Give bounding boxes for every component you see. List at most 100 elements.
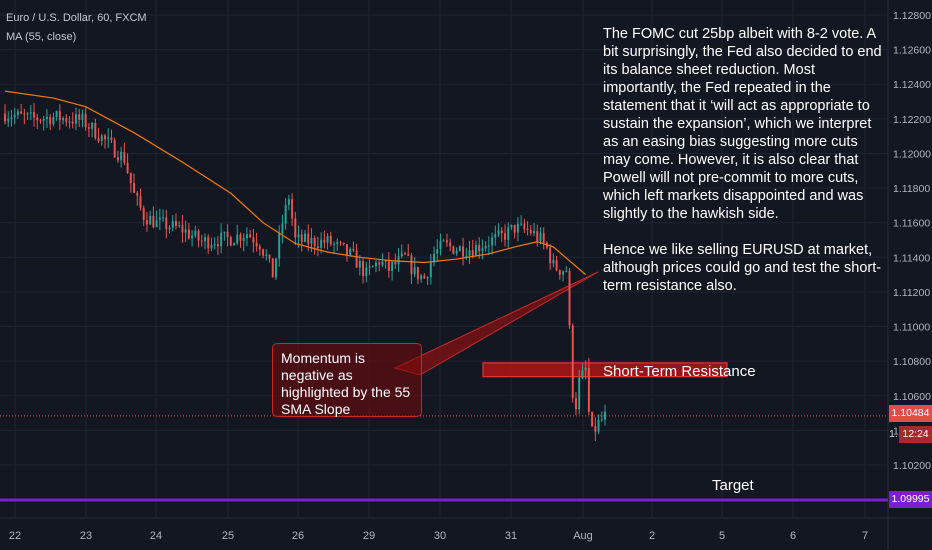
candle-body [71, 121, 74, 124]
y-tick-label: 1.10800 [893, 356, 931, 368]
candle-body [281, 223, 284, 234]
candle-body [126, 162, 129, 173]
partial-price-tag: 1. [889, 428, 898, 440]
target-price-tag: 1.09995 [889, 491, 932, 508]
candle-body [226, 231, 229, 238]
candle-body [494, 234, 497, 238]
candle-body [581, 370, 584, 378]
candle-body [491, 237, 494, 246]
y-tick-label: 1.10200 [893, 460, 931, 472]
candle-body [278, 233, 281, 259]
candle-body [184, 229, 187, 233]
candle-body [365, 267, 368, 277]
resistance-label: Short-Term Resistance [603, 363, 756, 380]
candle-body [107, 137, 110, 140]
candle-body [62, 118, 65, 121]
candle-body [339, 241, 342, 243]
candle-body [84, 113, 87, 128]
candle-body [129, 172, 132, 184]
candle-body [536, 231, 539, 241]
candle-body [97, 138, 100, 141]
candle-body [210, 245, 213, 249]
candle-body [123, 151, 126, 163]
candle-body [181, 225, 184, 233]
candle-body [162, 217, 165, 219]
candle-body [65, 118, 68, 123]
candle-body [304, 233, 306, 242]
candle-body [204, 237, 206, 242]
candle-body [294, 218, 297, 238]
candle-body [555, 260, 558, 271]
candle-body [249, 234, 252, 238]
candle-body [207, 237, 210, 249]
analysis-note: The FOMC cut 25bp albeit with 8-2 vote. … [603, 25, 888, 295]
candle-body [458, 246, 461, 251]
analysis-paragraph-1: The FOMC cut 25bp albeit with 8-2 vote. … [603, 26, 882, 222]
candle-body [371, 266, 374, 268]
candle-body [33, 112, 35, 118]
candle-body [220, 232, 223, 247]
candle-body [300, 234, 303, 242]
candle-body [39, 120, 42, 122]
candle-body [562, 271, 565, 275]
candle-body [368, 266, 371, 268]
candle-body [255, 242, 258, 247]
candle-body [136, 192, 139, 196]
candle-body [394, 262, 397, 265]
candle-body [462, 246, 465, 257]
y-tick-label: 1.12000 [893, 148, 931, 160]
candle-body [333, 243, 335, 245]
candle-body [484, 245, 487, 249]
candle-body [445, 240, 448, 243]
candle-body [36, 117, 39, 121]
countdown-tag: 12:24 [899, 426, 932, 443]
candle-body [539, 233, 542, 241]
candle-body [594, 426, 597, 432]
x-tick-label: 5 [719, 530, 725, 542]
candle-body [455, 250, 458, 254]
candle-body [245, 234, 248, 239]
candle-body [568, 270, 571, 326]
x-tick-label: 29 [363, 530, 375, 542]
ma55-line [4, 90, 587, 276]
candle-body [478, 245, 481, 251]
candle-body [423, 275, 426, 279]
candle-body [200, 240, 203, 242]
candle-body [316, 246, 319, 248]
candle-body [49, 116, 52, 125]
candle-body [504, 233, 506, 240]
candle-body [439, 240, 442, 250]
candle-body [216, 244, 219, 247]
candle-body [149, 215, 152, 225]
x-tick-label: 30 [434, 530, 446, 542]
candle-body [391, 262, 394, 271]
candle-body [500, 230, 503, 234]
candle-body [604, 411, 606, 420]
candle-body [410, 255, 413, 275]
candle-body [100, 135, 103, 141]
candle-body [55, 111, 58, 117]
x-tick-label: Aug [573, 530, 593, 542]
candle-body [104, 135, 106, 140]
candle-body [487, 245, 490, 247]
x-tick-label: 7 [862, 530, 868, 542]
candle-body [236, 234, 239, 244]
candle-body [145, 220, 148, 225]
symbol-legend[interactable]: Euro / U.S. Dollar, 60, FXCM [6, 12, 147, 24]
candle-body [336, 241, 339, 244]
candle-body [4, 113, 6, 122]
y-tick-label: 1.11800 [893, 183, 930, 195]
candle-body [426, 277, 429, 279]
indicator-legend[interactable]: MA (55, close) [6, 31, 77, 43]
candle-body [345, 244, 348, 255]
momentum-callout: Momentum is negative as highlighted by t… [272, 343, 422, 417]
candle-body [297, 234, 300, 238]
candle-body [468, 250, 471, 256]
x-tick-label: 22 [9, 530, 21, 542]
candle-body [20, 111, 23, 114]
resistance-zone [482, 362, 728, 378]
candle-body [404, 253, 406, 255]
candle-body [597, 419, 600, 432]
